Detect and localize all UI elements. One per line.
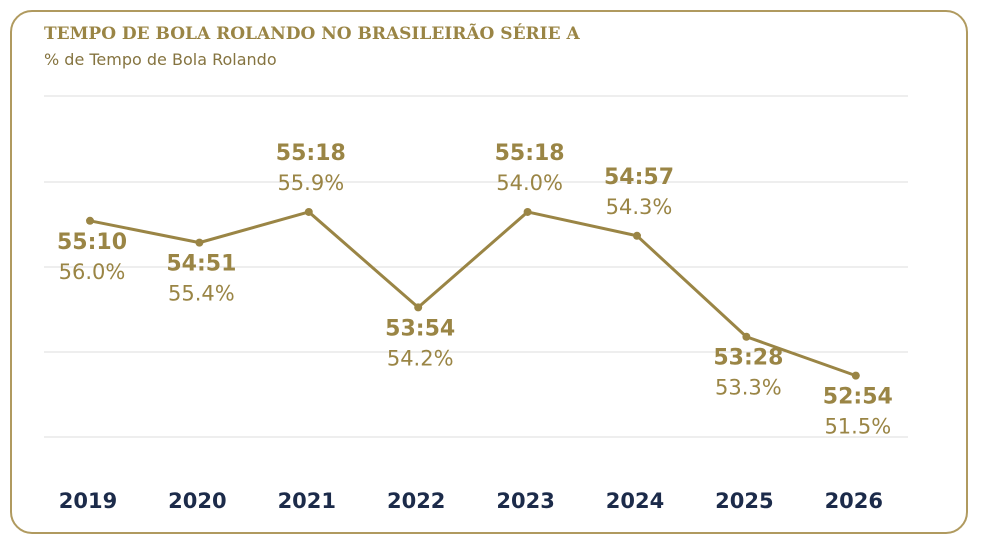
time-label: 53:28 xyxy=(713,346,783,371)
time-label: 52:54 xyxy=(823,385,893,410)
series-line xyxy=(88,210,858,378)
time-label: 55:18 xyxy=(276,141,346,166)
data-point xyxy=(86,216,94,225)
percent-label: 53.3% xyxy=(715,376,782,400)
x-tick-label: 2020 xyxy=(168,489,226,513)
percent-label: 55.4% xyxy=(168,282,235,306)
data-point xyxy=(851,371,860,380)
x-tick-label: 2025 xyxy=(715,489,773,513)
percent-label: 51.5% xyxy=(824,415,891,439)
chart-subtitle: % de Tempo de Bola Rolando xyxy=(44,50,277,69)
data-point xyxy=(523,207,532,216)
time-label: 55:18 xyxy=(495,141,565,166)
chart-card xyxy=(10,10,968,534)
x-tick-label: 2021 xyxy=(278,489,336,513)
percent-label: 55.9% xyxy=(277,171,344,195)
x-tick-label: 2022 xyxy=(387,489,445,513)
x-tick-label: 2026 xyxy=(825,489,883,513)
data-point xyxy=(195,238,204,247)
time-label: 54:51 xyxy=(166,252,236,277)
x-tick-label: 2024 xyxy=(606,489,664,513)
data-point xyxy=(633,231,641,240)
data-point xyxy=(304,207,313,216)
x-tick-label: 2023 xyxy=(496,489,554,513)
percent-label: 54.2% xyxy=(387,346,454,370)
percent-label: 54.3% xyxy=(606,195,673,219)
time-label: 55:10 xyxy=(57,230,127,255)
time-label: 54:57 xyxy=(604,165,674,190)
chart-title: TEMPO DE BOLA ROLANDO NO BRASILEIRÃO SÉR… xyxy=(44,24,580,44)
time-label: 53:54 xyxy=(385,316,455,341)
x-tick-label: 2019 xyxy=(59,489,117,513)
data-point xyxy=(414,303,423,312)
data-point xyxy=(742,332,751,341)
percent-label: 54.0% xyxy=(496,171,563,195)
percent-label: 56.0% xyxy=(59,260,126,284)
